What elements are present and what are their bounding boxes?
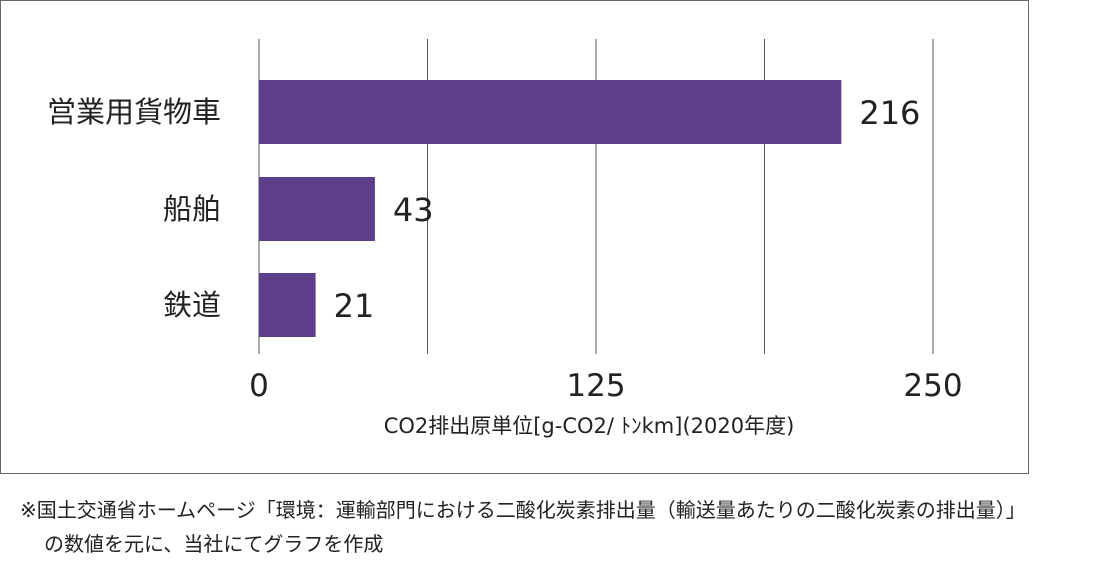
- data-label-2: 21: [334, 287, 375, 325]
- bar-chart: 営業用貨物車 216 船舶 43 鉄道 21 0 125 250 CO2排出原単位[g-CO2/ …: [47, 39, 963, 438]
- footnote-line-2: の数値を元に、当社にてグラフを作成: [44, 532, 384, 556]
- x-tick-label-1: 125: [566, 368, 625, 404]
- x-tick-label-0: 0: [249, 368, 269, 404]
- source-footnote: ※国土交通省ホームページ「環境：運輸部門における二酸化炭素排出量（輸送量あたりの…: [20, 493, 1090, 561]
- category-label-2: 鉄道: [163, 288, 221, 322]
- data-label-0: 216: [859, 94, 920, 132]
- bar-2: [259, 273, 316, 337]
- x-axis-label: CO2排出原単位[g-CO2/ ﾄﾝkm](2020年度): [384, 414, 795, 438]
- category-label-0: 営業用貨物車: [47, 95, 221, 129]
- bars: [259, 80, 842, 337]
- bar-0: [259, 80, 842, 144]
- chart-frame: 営業用貨物車 216 船舶 43 鉄道 21 0 125 250 CO2排出原単位[g-CO2/ …: [0, 0, 1029, 474]
- x-tick-label-2: 250: [903, 368, 962, 404]
- footnote-line-1: ※国土交通省ホームページ「環境：運輸部門における二酸化炭素排出量（輸送量あたりの…: [20, 498, 1026, 522]
- labels: 営業用貨物車 216 船舶 43 鉄道 21 0 125 250 CO2排出原単位[g-CO2/ …: [47, 94, 963, 438]
- bar-1: [259, 177, 375, 241]
- category-label-1: 船舶: [163, 192, 221, 226]
- data-label-1: 43: [393, 191, 434, 229]
